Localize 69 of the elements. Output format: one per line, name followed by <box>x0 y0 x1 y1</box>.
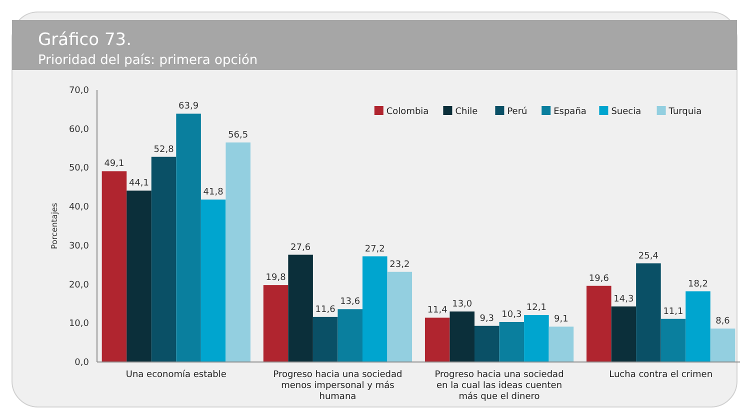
bar <box>338 309 362 362</box>
x-tick-label: Progreso hacia una sociedad menos impersonal y más humana <box>273 370 402 402</box>
y-tick-label: 10,0 <box>68 319 90 330</box>
y-axis-title: Porcentajes <box>50 202 59 250</box>
bar <box>362 256 388 362</box>
x-tick-label: Progreso hacia una sociedad en la cual las ideas cuenten más que el dinero <box>434 370 564 402</box>
y-tick-label: 60,0 <box>68 124 90 135</box>
data-label: 49,1 <box>104 159 124 170</box>
data-label: 41,8 <box>203 188 224 198</box>
data-label: 14,3 <box>614 294 634 304</box>
y-tick-label: 30,0 <box>68 241 90 252</box>
y-tick-label: 20,0 <box>68 280 90 290</box>
data-label: 9,1 <box>554 314 568 325</box>
bar <box>636 263 661 362</box>
data-label: 56,5 <box>228 130 248 140</box>
bar <box>586 286 612 362</box>
y-tick-label: 70,0 <box>68 86 90 96</box>
bar <box>263 285 288 362</box>
legend-label: Perú <box>507 106 528 117</box>
data-label: 10,3 <box>502 310 522 320</box>
data-label: 13,6 <box>340 297 360 308</box>
data-label: 13,0 <box>452 299 472 310</box>
data-label: 25,4 <box>638 251 659 262</box>
data-label: 9,3 <box>480 314 494 324</box>
y-tick-label: 50,0 <box>68 164 90 174</box>
data-label: 63,9 <box>178 102 199 112</box>
bar <box>660 318 686 362</box>
bar <box>548 326 574 362</box>
legend-label: Turquia <box>668 107 702 117</box>
bar <box>387 272 412 362</box>
data-label: 23,2 <box>390 260 410 270</box>
chart-title: Gráfico 73. <box>38 30 132 50</box>
bar <box>499 322 524 362</box>
data-label: 11,6 <box>315 304 336 315</box>
x-tick-label: Lucha contra el crimen <box>609 370 713 380</box>
bar <box>424 318 450 362</box>
legend-label: Suecia <box>611 107 642 117</box>
data-label: 19,8 <box>266 273 286 284</box>
data-label: 52,8 <box>154 144 174 155</box>
bar <box>686 291 710 362</box>
data-label: 12,1 <box>526 302 546 313</box>
bar <box>611 306 636 362</box>
data-label: 27,2 <box>364 244 385 254</box>
bar <box>200 200 226 362</box>
data-label: 27,6 <box>290 242 311 253</box>
legend-label: Chile <box>455 107 478 117</box>
legend-label: España <box>554 107 586 117</box>
x-tick-label: Una economía estable <box>126 369 227 380</box>
data-label: 19,6 <box>588 274 610 284</box>
legend-label: Colombia <box>386 107 429 117</box>
y-tick-label: 40,0 <box>68 202 90 213</box>
bar <box>176 114 201 362</box>
bar <box>312 316 338 362</box>
chart-subtitle: Prioridad del país: primera opción <box>38 53 258 68</box>
bar <box>450 311 475 362</box>
bar <box>102 171 127 362</box>
data-label: 11,4 <box>427 306 448 316</box>
bar <box>288 254 313 362</box>
bar <box>524 314 549 362</box>
bar <box>151 156 176 362</box>
bar <box>126 190 152 362</box>
bar <box>474 326 500 362</box>
bar <box>710 328 736 362</box>
y-tick-label: 0,0 <box>74 358 90 368</box>
data-label: 18,2 <box>688 279 708 290</box>
data-label: 44,1 <box>128 178 150 189</box>
data-label: 11,1 <box>663 306 684 317</box>
bar <box>226 142 250 362</box>
data-label: 8,6 <box>716 316 730 327</box>
